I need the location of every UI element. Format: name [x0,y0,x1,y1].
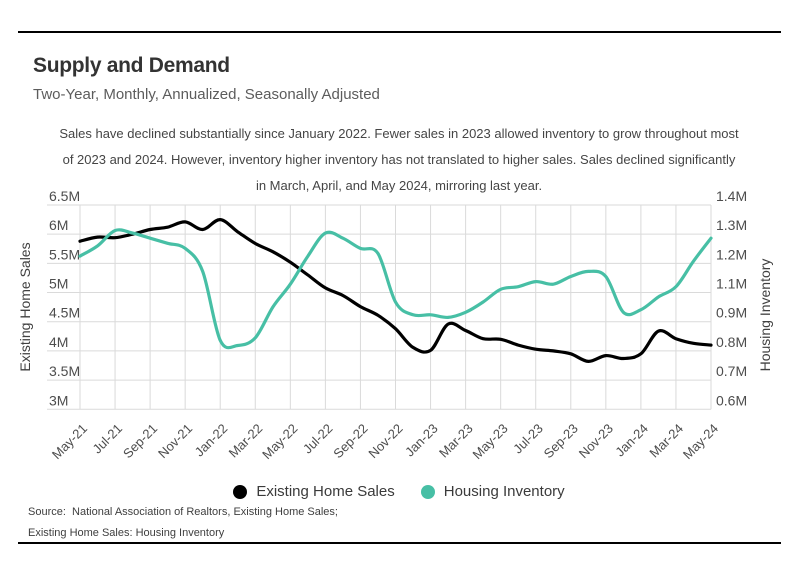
left-axis-title: Existing Home Sales [17,242,33,371]
x-axis-tick-label: May-24 [680,421,721,462]
description-line: of 2023 and 2024. However, inventory hig… [62,152,736,167]
x-axis-tick-label: Sep-21 [120,421,160,461]
x-axis-tick-label: Nov-23 [576,421,616,461]
x-axis-tick-label: Mar-22 [226,421,266,461]
y-axis-tick-label-left: 4M [49,334,68,350]
x-axis-tick-label: Jan-24 [612,421,651,460]
legend-label: Housing Inventory [443,483,565,500]
chart-description: Sales have declined substantially since … [0,121,798,199]
y-axis-tick-label-left: 6.5M [49,188,80,204]
source-attribution-line2: Existing Home Sales: Housing Inventory [28,527,225,539]
description-line: in March, April, and May 2024, mirroring… [255,178,543,193]
y-axis-tick-label-left: 4.5M [49,305,80,321]
x-axis-tick-label: May-23 [470,421,511,462]
x-axis-tick-label: Sep-23 [541,421,581,461]
bottom-border-rule [18,542,781,544]
y-axis-tick-label-left: 5.5M [49,246,80,262]
legend-item-existing-home-sales: Existing Home Sales [233,483,395,500]
y-axis-tick-label-right: 1.1M [716,276,747,292]
y-axis-tick-label-right: 0.7M [716,363,747,379]
page-title: Supply and Demand [33,54,230,77]
x-axis-tick-label: Mar-24 [646,421,686,461]
y-axis-tick-label-left: 6M [49,217,68,233]
series-line-housing-inventory [78,228,713,350]
y-axis-tick-label-left: 3.5M [49,363,80,379]
right-axis-title: Housing Inventory [757,259,773,372]
y-axis-tick-label-right: 0.9M [716,305,747,321]
legend-label: Existing Home Sales [256,483,395,500]
y-axis-tick-label-right: 1.4M [716,188,747,204]
chart-subtitle: Two-Year, Monthly, Annualized, Seasonall… [33,86,380,103]
legend-dot-teal-icon [420,484,435,499]
x-axis-tick-label: Jan-22 [192,421,231,460]
y-axis-tick-label-right: 0.8M [716,334,747,350]
legend-dot-black-icon [233,484,248,499]
y-axis-tick-label-right: 1.2M [716,246,747,262]
y-axis-tick-label-right: 0.6M [716,392,747,408]
x-axis-tick-label: Nov-21 [155,421,195,461]
y-axis-tick-label-right: 1.3M [716,217,747,233]
x-axis-tick-label: Nov-22 [365,421,405,461]
y-axis-tick-label-left: 5M [49,276,68,292]
source-attribution-line1: Source: National Association of Realtors… [28,506,338,518]
y-axis-tick-label-left: 3M [49,392,68,408]
top-border-rule [18,31,781,33]
legend-item-housing-inventory: Housing Inventory [420,483,565,500]
description-line: Sales have declined substantially since … [59,126,739,141]
x-axis-tick-label: May-22 [259,421,300,462]
supply-demand-line-chart: 6.5M 1.4M 6M 1.3M 5.5M 1.2M 5M 1.1M 4.5M 0.9M 4M 0.… [17,188,773,462]
x-axis-tick-label: Jan-23 [402,421,441,460]
x-axis-tick-label: Mar-23 [436,421,476,461]
x-axis-tick-label: May-21 [49,421,90,462]
series-line-existing-home-sales [78,218,713,363]
chart-legend: Existing Home Sales Housing Inventory [0,483,798,500]
x-axis-tick-label: Sep-22 [330,421,370,461]
